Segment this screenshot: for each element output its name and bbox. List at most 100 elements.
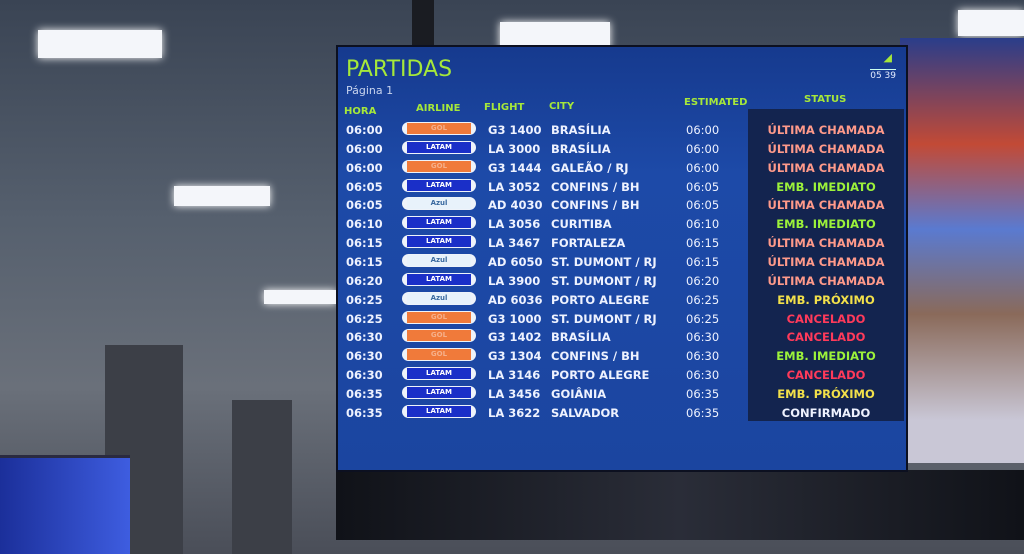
flight-status: CANCELADO [786, 311, 866, 326]
city: ST. DUMONT / RJ [551, 311, 657, 326]
flight-status: ÚLTIMA CHAMADA [767, 254, 885, 269]
estimated-time: 06:20 [686, 273, 720, 288]
city: BRASÍLIA [551, 123, 611, 137]
flight-number: LA 3056 [488, 217, 541, 232]
estimated-time: 06:30 [686, 368, 720, 383]
departure-time: 06:05 [346, 198, 383, 213]
estimated-time: 06:05 [686, 198, 720, 213]
flight-number: LA 3000 [488, 141, 541, 156]
flight-status: ÚLTIMA CHAMADA [767, 141, 885, 156]
airline-logo: GOL [402, 329, 476, 343]
flight-number: G3 1402 [488, 330, 542, 345]
flight-status: CANCELADO [786, 330, 866, 345]
flight-number: LA 3052 [488, 179, 541, 194]
airline-logo: Azul [402, 253, 476, 267]
flight-status: CANCELADO [786, 368, 866, 383]
city: CONFINS / BH [551, 179, 640, 194]
airline-logo: GOL [402, 159, 476, 173]
flight-row: 06:00 LATAM LA 3000 BRASÍLIA 06:00 ÚLTIMA CHA… [338, 139, 906, 158]
airline-name: LATAM [407, 273, 471, 285]
flight-status: ÚLTIMA CHAMADA [767, 273, 885, 288]
flight-number: LA 3467 [488, 236, 541, 251]
airline-name: LATAM [407, 217, 471, 229]
airline-name: GOL [407, 160, 471, 172]
flight-number: LA 3622 [488, 405, 541, 420]
airline-logo: GOL [402, 348, 476, 362]
advertising-screen [900, 38, 1024, 463]
city: BRASÍLIA [551, 330, 611, 345]
departure-time: 06:10 [346, 217, 383, 232]
flight-number: LA 3900 [488, 273, 541, 288]
city: CONFINS / BH [551, 349, 640, 364]
header-hora: HORA [344, 106, 377, 117]
ceiling-light [264, 290, 336, 304]
flight-status: EMB. IMEDIATO [776, 179, 876, 194]
estimated-time: 06:00 [686, 141, 720, 156]
airline-name: Azul [407, 292, 471, 304]
aena-logo: ◢ [883, 51, 892, 64]
status-column-background [748, 109, 904, 421]
departure-time: 06:25 [346, 311, 383, 326]
departure-time: 06:05 [346, 179, 383, 194]
airline-logo: GOL [402, 310, 476, 324]
flight-row: 06:00 GOL G3 1444 GALEÃO / RJ 06:00 ÚLTIMA CH… [338, 158, 906, 177]
flight-row: 06:30 LATAM LA 3146 PORTO ALEGRE 06:30 CANCEL… [338, 365, 906, 384]
flight-row: 06:10 LATAM LA 3056 CURITIBA 06:10 EMB. IMEDI… [338, 214, 906, 233]
flight-row: 06:35 LATAM LA 3622 SALVADOR 06:35 CONFIRMADO [338, 403, 906, 422]
header-estimated: ESTIMATED [684, 97, 748, 108]
airline-logo: LATAM [402, 272, 476, 286]
estimated-time: 06:05 [686, 179, 720, 194]
airline-logo: LATAM [402, 140, 476, 154]
board-underside [336, 470, 1024, 540]
estimated-time: 06:15 [686, 236, 720, 251]
flight-row: 06:30 GOL G3 1402 BRASÍLIA 06:30 CANCELADO [338, 327, 906, 346]
departure-time: 06:15 [346, 254, 383, 269]
flight-number: AD 4030 [488, 198, 543, 213]
city: CURITIBA [551, 217, 612, 232]
airline-name: GOL [407, 311, 471, 323]
flight-number: G3 1304 [488, 349, 542, 364]
city: ST. DUMONT / RJ [551, 273, 657, 288]
airline-name: LATAM [407, 405, 471, 417]
flight-status: EMB. IMEDIATO [776, 349, 876, 364]
flight-status: EMB. PRÓXIMO [777, 292, 875, 307]
airline-name: LATAM [407, 236, 471, 248]
airline-name: GOL [407, 123, 471, 134]
departure-time: 06:30 [346, 330, 383, 345]
board-mount-pole [412, 0, 434, 52]
flight-number: AD 6036 [488, 292, 543, 307]
flight-row: 06:15 LATAM LA 3467 FORTALEZA 06:15 ÚLTIMA CH… [338, 233, 906, 252]
flight-number: G3 1000 [488, 311, 542, 326]
ceiling-light [174, 186, 270, 206]
airline-logo: GOL [402, 122, 476, 135]
airline-logo: LATAM [402, 235, 476, 249]
flight-status: EMB. IMEDIATO [776, 217, 876, 232]
flight-row: 06:30 GOL G3 1304 CONFINS / BH 06:30 EMB. IME… [338, 346, 906, 365]
flight-row: 06:05 Azul AD 4030 CONFINS / BH 06:05 ÚLTIMA … [338, 195, 906, 214]
board-title: PARTIDAS [346, 57, 453, 82]
flight-status: CONFIRMADO [781, 405, 871, 420]
airline-name: LATAM [407, 141, 471, 153]
flight-number: G3 1400 [488, 123, 542, 137]
airline-name: GOL [407, 330, 471, 342]
flight-number: G3 1444 [488, 160, 542, 175]
departure-time: 06:20 [346, 273, 383, 288]
estimated-time: 06:35 [686, 405, 720, 420]
flight-number: AD 6050 [488, 254, 543, 269]
departure-time: 06:25 [346, 292, 383, 307]
flight-row: 06:35 LATAM LA 3456 GOIÂNIA 06:35 EMB. PRÓXIM… [338, 384, 906, 403]
city: ST. DUMONT / RJ [551, 254, 657, 269]
airline-logo: LATAM [402, 178, 476, 192]
city: FORTALEZA [551, 236, 626, 251]
city: CONFINS / BH [551, 198, 640, 213]
city: PORTO ALEGRE [551, 292, 650, 307]
header-airline: AIRLINE [416, 103, 461, 114]
departure-time: 06:35 [346, 386, 383, 401]
header-city: CITY [549, 101, 575, 112]
estimated-time: 06:25 [686, 292, 720, 307]
city: PORTO ALEGRE [551, 368, 650, 383]
flight-status: EMB. PRÓXIMO [777, 386, 875, 401]
airline-logo: LATAM [402, 385, 476, 399]
estimated-time: 06:00 [686, 123, 720, 137]
airline-name: Azul [407, 254, 471, 266]
